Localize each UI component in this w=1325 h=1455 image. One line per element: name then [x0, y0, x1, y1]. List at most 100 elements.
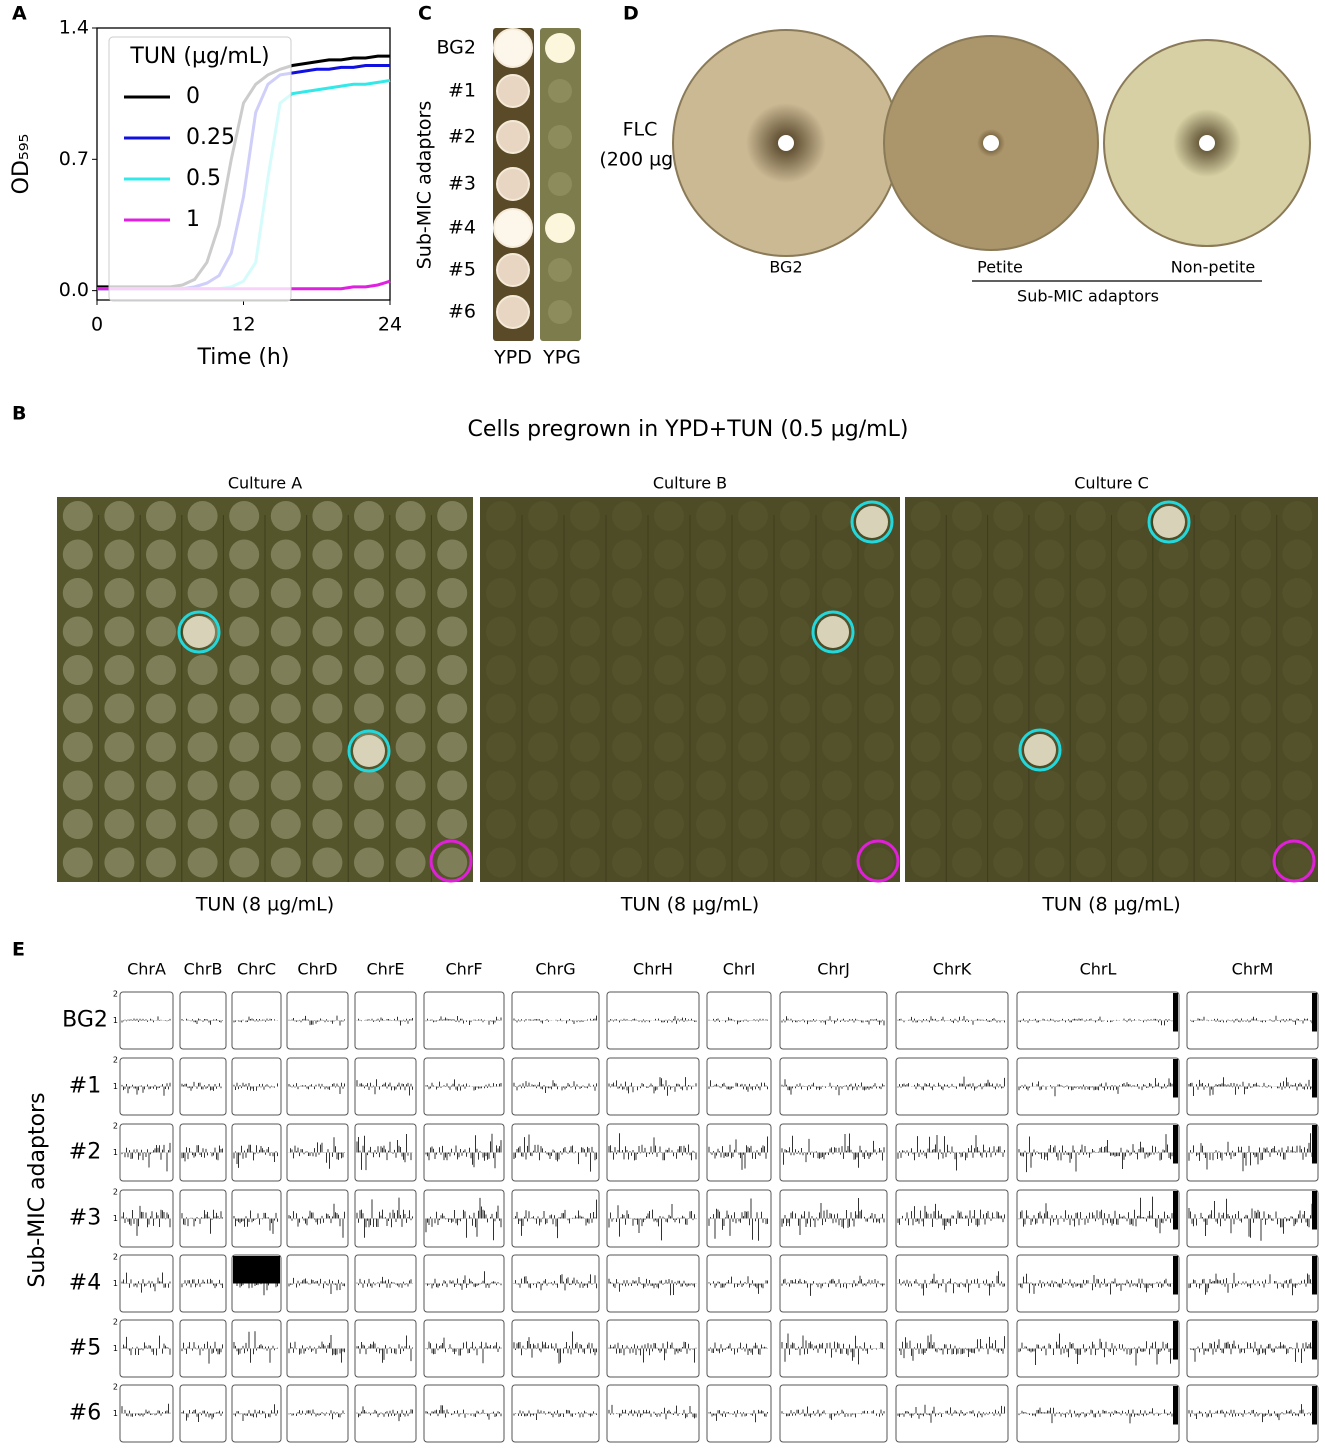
- row-label: #3: [448, 173, 476, 195]
- spot: [993, 770, 1024, 801]
- spot: [1034, 578, 1065, 608]
- highlight: [1147, 500, 1191, 544]
- plate-label: Non-petite: [1171, 258, 1256, 277]
- colony: [1024, 734, 1056, 766]
- spot: [312, 655, 343, 685]
- spot: [910, 693, 941, 724]
- spot: [528, 539, 558, 570]
- chromosome-label: ChrB: [184, 960, 223, 979]
- spot: [354, 770, 384, 801]
- coverage-trace: [233, 1331, 278, 1363]
- row-label: #2: [448, 126, 476, 148]
- spot: [437, 655, 468, 685]
- spot: [1199, 693, 1230, 724]
- spot: [104, 847, 135, 878]
- y-tick-label: 2: [113, 1122, 118, 1131]
- coverage-trace: [356, 1134, 413, 1171]
- y-tick-label: 1: [113, 1214, 118, 1223]
- coverage-block: [1312, 1321, 1317, 1360]
- spot: [1158, 578, 1189, 608]
- y-tick-label: 2: [113, 1056, 118, 1065]
- spot: [146, 693, 176, 724]
- condition-label: TUN (8 µg/mL): [620, 894, 759, 916]
- spot: [1199, 770, 1230, 801]
- spot: [104, 809, 135, 839]
- legend-label: 0.5: [186, 166, 221, 191]
- spot: [528, 770, 558, 801]
- highlight: [811, 610, 855, 654]
- legend-label: 1: [186, 207, 200, 232]
- spot: [437, 578, 468, 608]
- spot: [864, 655, 894, 685]
- coverage-block: [1312, 1191, 1317, 1230]
- panel-label: C: [418, 3, 432, 25]
- coverage-trace: [1018, 1134, 1177, 1173]
- chromosome-box: [511, 1384, 600, 1443]
- spot: [104, 770, 135, 801]
- chromosome-box: [779, 1189, 888, 1248]
- treatment: (200 µg): [599, 149, 680, 171]
- spot: [104, 539, 135, 570]
- spot: [738, 539, 768, 570]
- spot: [354, 693, 384, 724]
- coverage-block: [233, 1256, 280, 1284]
- coverage-trace: [425, 1405, 502, 1420]
- coverage-trace: [608, 1277, 697, 1296]
- spot: [229, 693, 260, 724]
- coverage-trace: [708, 1409, 768, 1423]
- spot: [738, 809, 768, 839]
- spot: [437, 693, 468, 724]
- spot: [146, 578, 176, 608]
- chromosome-box: [1016, 1057, 1180, 1116]
- y-tick-label: 2: [113, 1188, 118, 1197]
- spot: [993, 693, 1024, 724]
- spot: [1034, 847, 1065, 878]
- spot: [548, 258, 572, 282]
- spot: [822, 847, 852, 878]
- spot: [104, 655, 135, 685]
- coverage-trace: [708, 1136, 768, 1170]
- coverage-trace: [288, 1409, 345, 1420]
- chromosome-box: [511, 991, 600, 1050]
- y-tick-label: 2: [113, 990, 118, 999]
- spot: [187, 693, 218, 724]
- spot: [1075, 809, 1106, 839]
- spot: [1034, 655, 1065, 685]
- spot: [612, 616, 642, 647]
- spot: [437, 616, 468, 647]
- spot: [570, 655, 600, 685]
- spot: [612, 847, 642, 878]
- chromosome-box: [606, 1189, 700, 1248]
- spot: [696, 616, 726, 647]
- spot: [1241, 809, 1272, 839]
- chromosome-box: [423, 1057, 505, 1116]
- spot: [486, 770, 516, 801]
- coverage-block: [1312, 1386, 1317, 1425]
- coverage-trace: [708, 1017, 768, 1025]
- culture-label: Culture C: [1074, 474, 1149, 493]
- spot: [437, 539, 468, 570]
- coverage-block: [1173, 1386, 1178, 1425]
- spot: [654, 847, 684, 878]
- spot: [780, 847, 810, 878]
- spot: [696, 693, 726, 724]
- row-label: #4: [69, 1271, 101, 1296]
- coverage-trace: [608, 1077, 697, 1096]
- spot: [570, 809, 600, 839]
- coverage-trace: [181, 1409, 223, 1422]
- spot: [951, 655, 982, 685]
- coverage-trace: [121, 1016, 171, 1023]
- coverage-trace: [1018, 1196, 1177, 1234]
- spot: [570, 693, 600, 724]
- disk: [1199, 135, 1215, 151]
- spot: [1034, 693, 1065, 724]
- spot: [1034, 539, 1065, 570]
- spot: [146, 501, 176, 531]
- coverage-trace: [233, 1144, 278, 1168]
- spot: [864, 732, 894, 762]
- y-tick-label: 1.4: [59, 17, 89, 39]
- coverage-trace: [425, 1133, 502, 1169]
- spot: [229, 539, 260, 570]
- coverage-trace: [288, 1203, 345, 1238]
- plate-label: Petite: [977, 258, 1023, 277]
